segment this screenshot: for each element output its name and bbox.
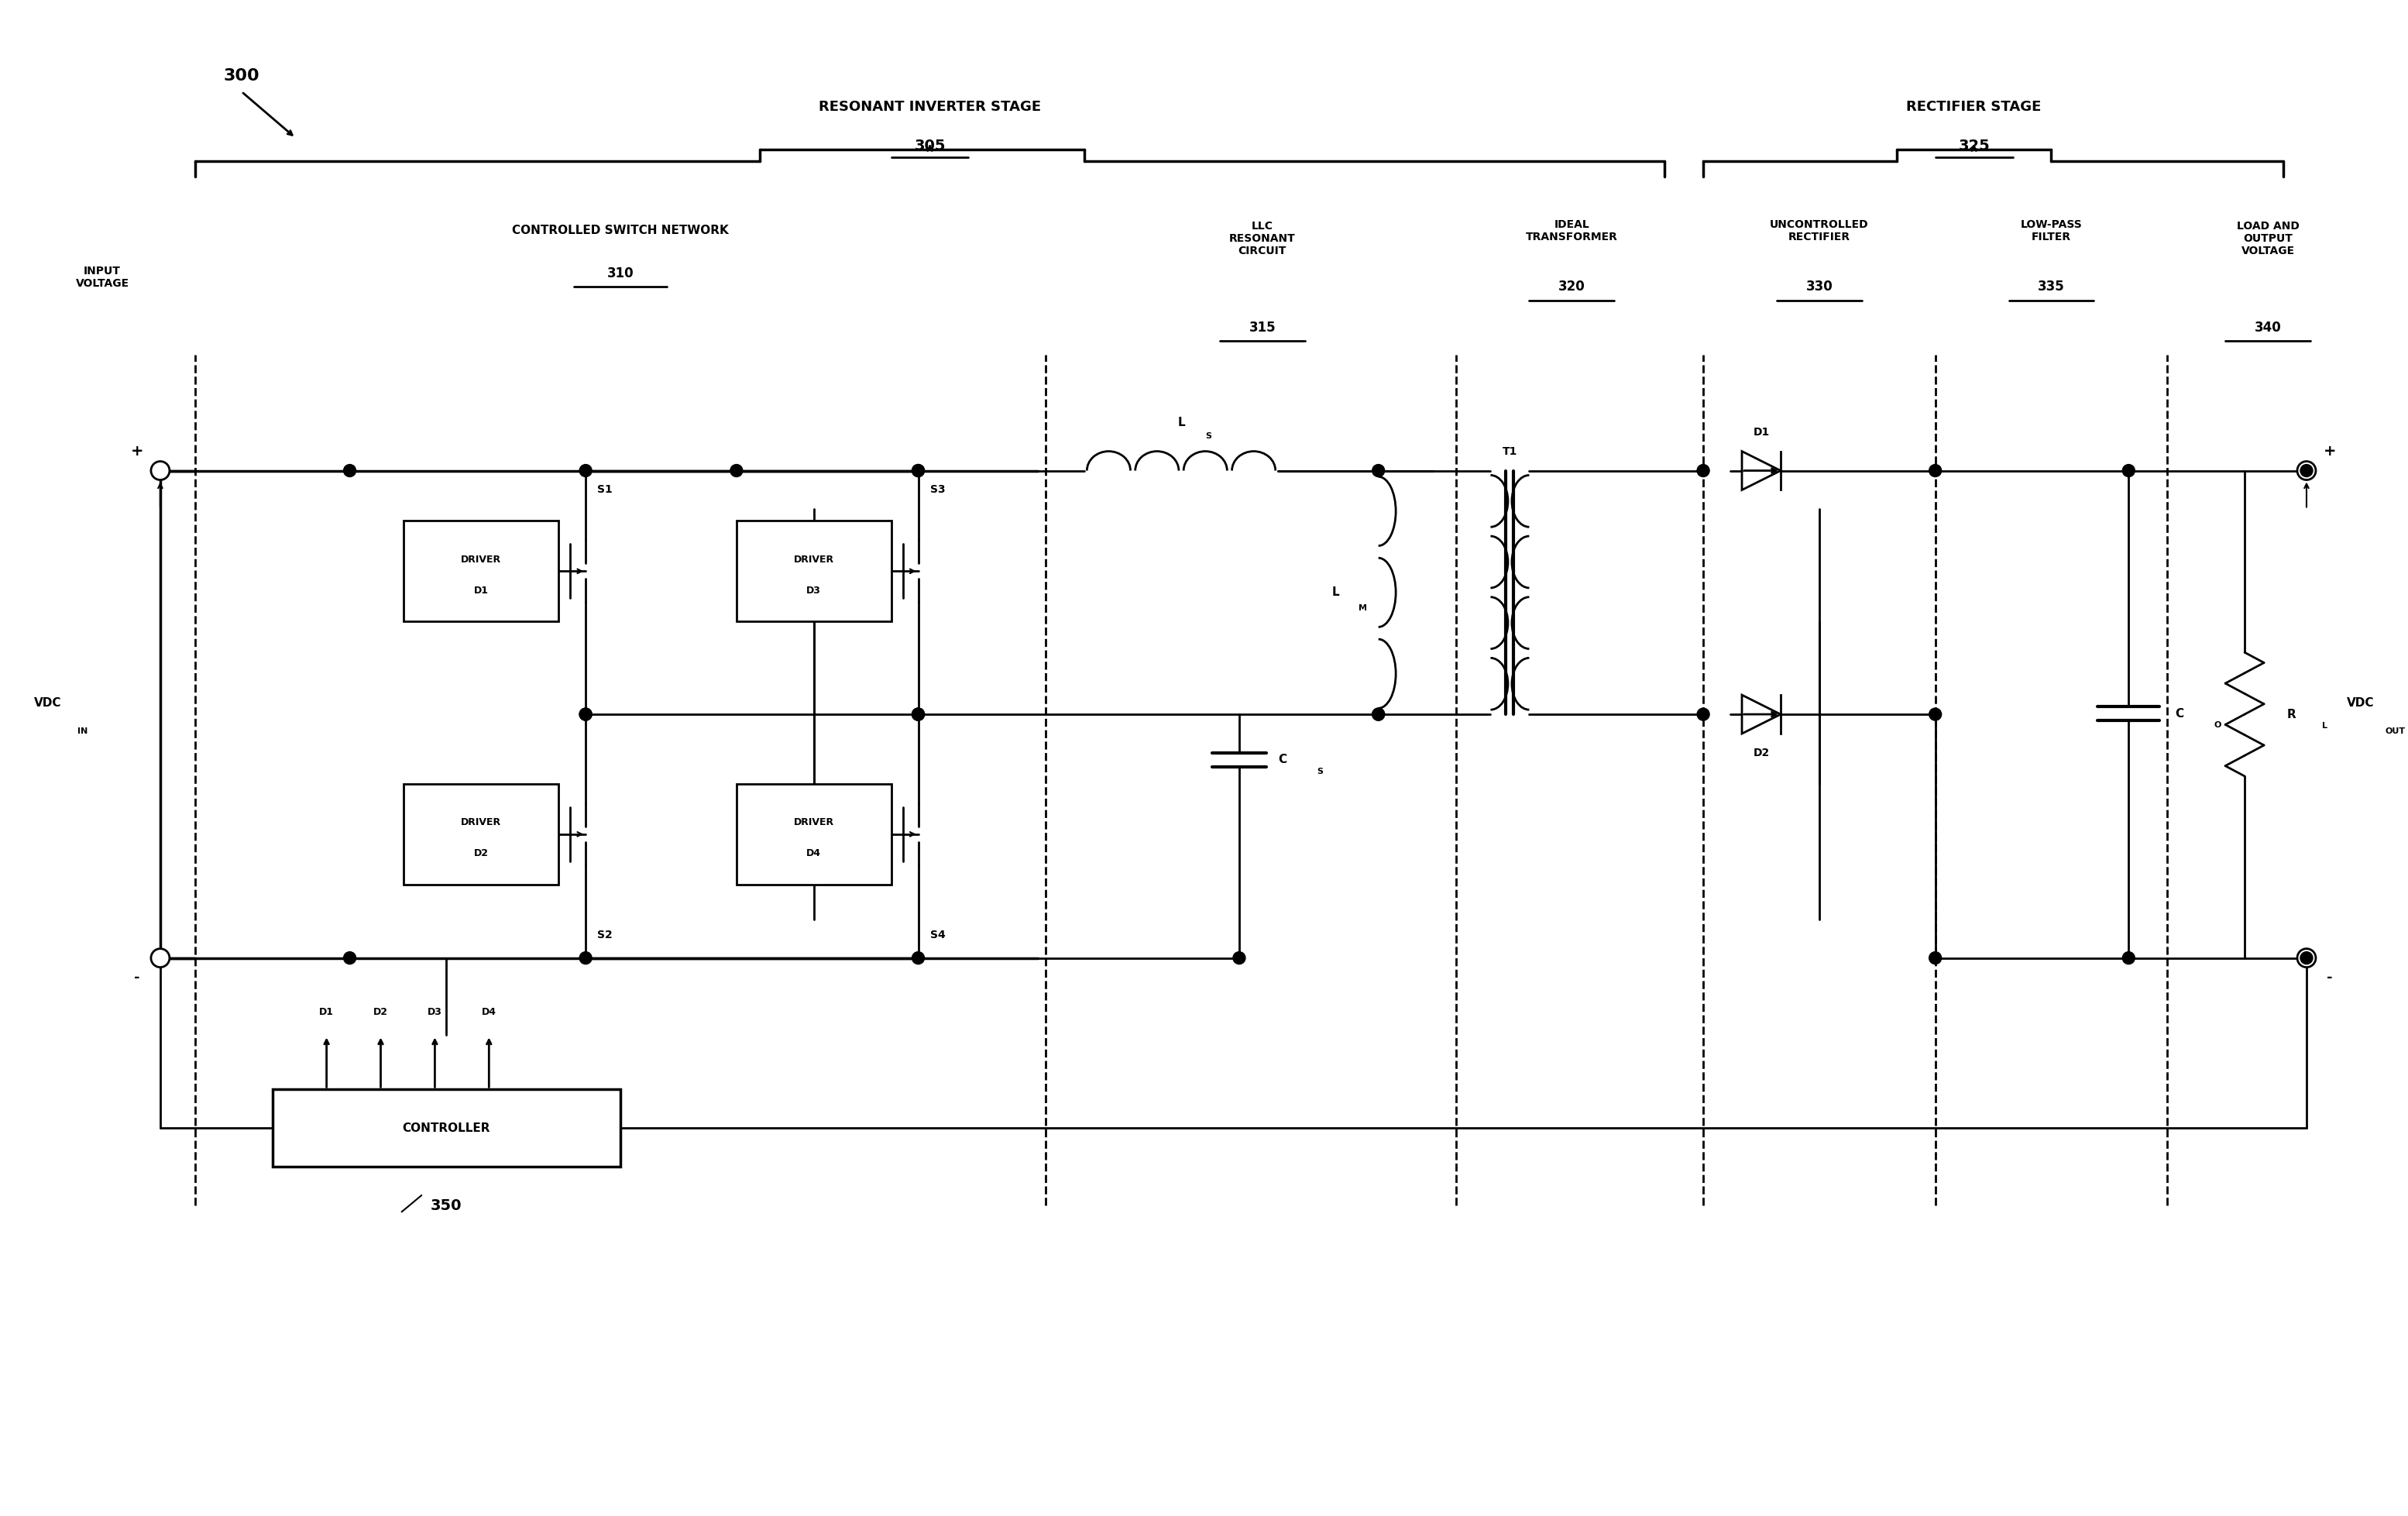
Text: DRIVER: DRIVER bbox=[795, 555, 833, 564]
Circle shape bbox=[1929, 952, 1941, 964]
Circle shape bbox=[1373, 708, 1385, 720]
Circle shape bbox=[580, 708, 592, 720]
Text: D1: D1 bbox=[474, 585, 489, 596]
Circle shape bbox=[1373, 464, 1385, 478]
Circle shape bbox=[344, 464, 356, 478]
Text: INPUT
VOLTAGE: INPUT VOLTAGE bbox=[75, 265, 130, 290]
Text: DRIVER: DRIVER bbox=[795, 817, 833, 828]
Text: OUT: OUT bbox=[2386, 728, 2406, 735]
Text: 335: 335 bbox=[2037, 279, 2064, 294]
Text: RESONANT INVERTER STAGE: RESONANT INVERTER STAGE bbox=[819, 100, 1040, 114]
Circle shape bbox=[1929, 708, 1941, 720]
Circle shape bbox=[1698, 464, 1710, 478]
Text: VDC: VDC bbox=[34, 697, 63, 708]
Text: S4: S4 bbox=[929, 929, 946, 940]
Circle shape bbox=[152, 949, 169, 967]
Bar bbox=[737, 784, 891, 884]
Circle shape bbox=[2300, 952, 2312, 964]
Text: CONTROLLED SWITCH NETWORK: CONTROLLED SWITCH NETWORK bbox=[513, 224, 730, 236]
Text: S: S bbox=[1204, 432, 1211, 440]
Text: UNCONTROLLED
RECTIFIER: UNCONTROLLED RECTIFIER bbox=[1770, 220, 1869, 243]
Circle shape bbox=[344, 952, 356, 964]
Circle shape bbox=[913, 708, 925, 720]
Text: VDC: VDC bbox=[2348, 697, 2374, 708]
Bar bbox=[272, 1090, 621, 1167]
Text: 305: 305 bbox=[915, 138, 946, 153]
Circle shape bbox=[2300, 464, 2312, 478]
Text: +: + bbox=[130, 444, 144, 459]
Text: 300: 300 bbox=[224, 68, 260, 83]
Text: T1: T1 bbox=[1503, 446, 1517, 456]
Text: 320: 320 bbox=[1558, 279, 1584, 294]
Text: IN: IN bbox=[77, 728, 89, 735]
Circle shape bbox=[913, 464, 925, 478]
Circle shape bbox=[913, 952, 925, 964]
Text: L: L bbox=[2321, 722, 2329, 729]
Circle shape bbox=[1698, 708, 1710, 720]
Text: 340: 340 bbox=[2254, 320, 2280, 335]
Circle shape bbox=[2121, 464, 2136, 478]
Text: D1: D1 bbox=[1753, 426, 1770, 438]
Text: D2: D2 bbox=[1753, 747, 1770, 758]
Text: L: L bbox=[1178, 417, 1185, 428]
Text: C: C bbox=[2174, 708, 2184, 719]
Circle shape bbox=[2297, 949, 2316, 967]
Text: R: R bbox=[2288, 708, 2297, 720]
Text: 330: 330 bbox=[1806, 279, 1832, 294]
Text: O: O bbox=[2213, 722, 2220, 729]
Text: S3: S3 bbox=[929, 485, 946, 496]
Text: LOAD AND
OUTPUT
VOLTAGE: LOAD AND OUTPUT VOLTAGE bbox=[2237, 221, 2300, 256]
Text: D3: D3 bbox=[807, 585, 821, 596]
Circle shape bbox=[913, 708, 925, 720]
Text: L: L bbox=[1332, 587, 1339, 599]
Text: D4: D4 bbox=[807, 849, 821, 858]
Text: +: + bbox=[2324, 444, 2336, 459]
Circle shape bbox=[913, 708, 925, 720]
Text: C: C bbox=[1279, 753, 1286, 766]
Text: DRIVER: DRIVER bbox=[460, 555, 501, 564]
Bar bbox=[405, 784, 559, 884]
Circle shape bbox=[1233, 952, 1245, 964]
Bar bbox=[737, 522, 891, 622]
Text: 325: 325 bbox=[1958, 138, 1989, 153]
Circle shape bbox=[2121, 952, 2136, 964]
Text: LOW-PASS
FILTER: LOW-PASS FILTER bbox=[2020, 220, 2083, 243]
Text: S1: S1 bbox=[597, 485, 612, 496]
Text: 315: 315 bbox=[1250, 320, 1276, 335]
Circle shape bbox=[152, 461, 169, 481]
Text: LLC
RESONANT
CIRCUIT: LLC RESONANT CIRCUIT bbox=[1228, 221, 1296, 256]
Text: IDEAL
TRANSFORMER: IDEAL TRANSFORMER bbox=[1527, 220, 1618, 243]
Text: DRIVER: DRIVER bbox=[460, 817, 501, 828]
Text: D1: D1 bbox=[320, 1007, 335, 1017]
Text: M: M bbox=[1358, 603, 1368, 612]
Circle shape bbox=[913, 464, 925, 478]
Text: 310: 310 bbox=[607, 267, 633, 280]
Bar bbox=[405, 522, 559, 622]
Circle shape bbox=[1929, 464, 1941, 478]
Text: S: S bbox=[1317, 767, 1322, 775]
Text: S2: S2 bbox=[597, 929, 612, 940]
Circle shape bbox=[580, 952, 592, 964]
Circle shape bbox=[580, 708, 592, 720]
Circle shape bbox=[2297, 461, 2316, 481]
Text: D3: D3 bbox=[429, 1007, 443, 1017]
Text: -: - bbox=[2326, 970, 2333, 984]
Text: D2: D2 bbox=[474, 849, 489, 858]
Text: -: - bbox=[135, 970, 140, 984]
Text: D4: D4 bbox=[482, 1007, 496, 1017]
Text: 350: 350 bbox=[431, 1198, 462, 1213]
Circle shape bbox=[730, 464, 742, 478]
Text: RECTIFIER STAGE: RECTIFIER STAGE bbox=[1907, 100, 2042, 114]
Text: D2: D2 bbox=[373, 1007, 388, 1017]
Circle shape bbox=[580, 464, 592, 478]
Text: CONTROLLER: CONTROLLER bbox=[402, 1122, 491, 1134]
Circle shape bbox=[1373, 708, 1385, 720]
